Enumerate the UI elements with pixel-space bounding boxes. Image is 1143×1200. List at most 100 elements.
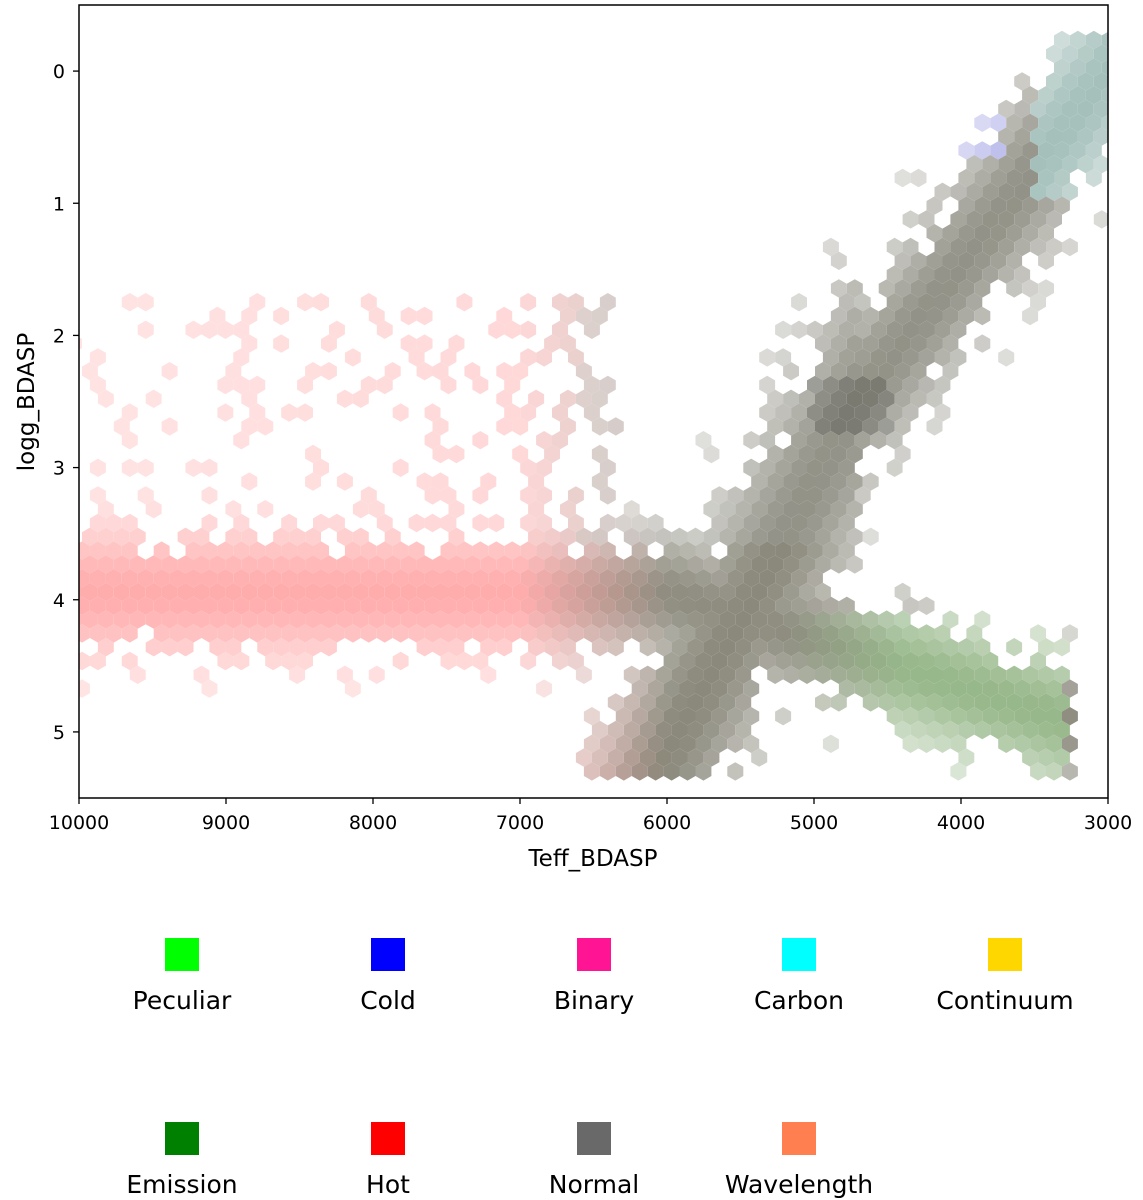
hex-cell xyxy=(759,624,776,643)
hex-cell xyxy=(838,596,855,615)
hex-cell xyxy=(249,541,266,560)
hex-cell xyxy=(783,555,799,574)
hex-cell xyxy=(368,610,385,629)
hex-cell xyxy=(671,638,688,657)
hex-cell xyxy=(695,596,712,615)
hex-cell xyxy=(687,748,704,767)
hex-cell xyxy=(1038,141,1054,160)
hex-cell xyxy=(121,403,138,422)
hex-cell xyxy=(950,762,967,781)
hex-cell xyxy=(902,375,919,395)
hex-cell xyxy=(918,348,935,367)
hex-cell xyxy=(376,624,393,643)
hex-cell xyxy=(480,582,497,602)
hex-cell xyxy=(902,348,919,367)
hex-cell xyxy=(751,555,768,574)
hex-cell xyxy=(727,624,744,643)
hex-cell xyxy=(870,679,887,698)
hex-cell xyxy=(878,417,895,436)
hex-cell xyxy=(822,541,839,560)
hex-cell xyxy=(663,541,680,560)
hex-cell xyxy=(257,582,274,602)
hex-cell xyxy=(583,624,600,643)
hex-cell xyxy=(456,569,473,588)
hex-cell xyxy=(926,224,943,243)
hex-cell xyxy=(1038,279,1054,298)
hex-cell xyxy=(241,555,258,574)
hex-cell xyxy=(703,720,720,740)
hex-cell xyxy=(496,306,513,326)
hex-cell xyxy=(942,334,959,353)
hex-cell xyxy=(1054,748,1070,767)
hex-cell xyxy=(918,210,935,229)
hex-cell xyxy=(344,541,361,560)
hex-cell xyxy=(504,624,521,643)
hex-cell xyxy=(759,651,776,671)
hex-cell xyxy=(1062,155,1078,174)
hex-cell xyxy=(1006,196,1023,215)
hex-cell xyxy=(1085,168,1102,188)
hex-cell xyxy=(862,527,879,546)
hex-cell xyxy=(870,403,887,422)
hex-cell xyxy=(536,431,552,450)
hex-cell xyxy=(886,320,903,339)
hex-cell xyxy=(1030,155,1046,174)
legend-swatch-continuum xyxy=(988,938,1022,971)
hex-cell xyxy=(631,569,648,588)
hexbin-cells xyxy=(79,30,1108,781)
hex-cell xyxy=(647,734,664,753)
hex-cell xyxy=(480,610,497,629)
hex-cell xyxy=(815,693,831,712)
hex-cell xyxy=(1022,665,1039,684)
hex-cell xyxy=(854,651,871,671)
hex-cell xyxy=(799,610,815,629)
hex-cell xyxy=(934,624,951,643)
x-tick-label: 4000 xyxy=(937,812,985,834)
hex-cell xyxy=(886,403,903,422)
hex-cell xyxy=(767,417,784,436)
hex-cell xyxy=(982,651,999,671)
hex-cell xyxy=(137,320,154,339)
hex-cell xyxy=(1030,127,1046,146)
hex-cell xyxy=(504,596,521,615)
hex-cell xyxy=(1014,237,1031,257)
hex-cell xyxy=(1046,72,1062,91)
hex-cell xyxy=(623,720,640,740)
hex-cell xyxy=(528,389,545,408)
hex-cell xyxy=(1038,693,1054,712)
hex-cell xyxy=(902,679,919,698)
hex-cell xyxy=(448,638,465,657)
hex-cell xyxy=(727,734,744,753)
hex-cell xyxy=(1014,679,1031,698)
hex-cell xyxy=(791,458,807,477)
hex-cell xyxy=(488,569,505,588)
hex-cell xyxy=(392,458,409,477)
hex-cell xyxy=(217,403,234,422)
hex-cell xyxy=(926,334,943,353)
hex-cell xyxy=(344,348,361,367)
hex-cell xyxy=(934,651,951,671)
hex-cell xyxy=(926,196,943,215)
hex-cell xyxy=(807,403,823,422)
hex-cell xyxy=(846,665,863,684)
hex-cell xyxy=(934,403,951,422)
hex-cell xyxy=(560,417,576,436)
hex-cell xyxy=(695,569,712,588)
hex-cell xyxy=(408,513,425,533)
hex-cell xyxy=(703,582,720,602)
hex-cell xyxy=(79,596,90,615)
hex-cell xyxy=(424,596,441,615)
hex-cell xyxy=(950,707,967,726)
hex-cell xyxy=(560,555,576,574)
hex-cell xyxy=(1093,155,1108,174)
hex-cell xyxy=(1030,624,1046,643)
hex-cell xyxy=(440,541,457,560)
hex-cell xyxy=(360,486,377,505)
hex-cell xyxy=(854,431,871,450)
hex-cell xyxy=(807,569,823,588)
hex-cell xyxy=(456,651,473,671)
hex-cell xyxy=(783,444,799,464)
hex-cell xyxy=(599,513,616,533)
hex-cell xyxy=(1030,182,1046,201)
hex-cell xyxy=(998,679,1015,698)
